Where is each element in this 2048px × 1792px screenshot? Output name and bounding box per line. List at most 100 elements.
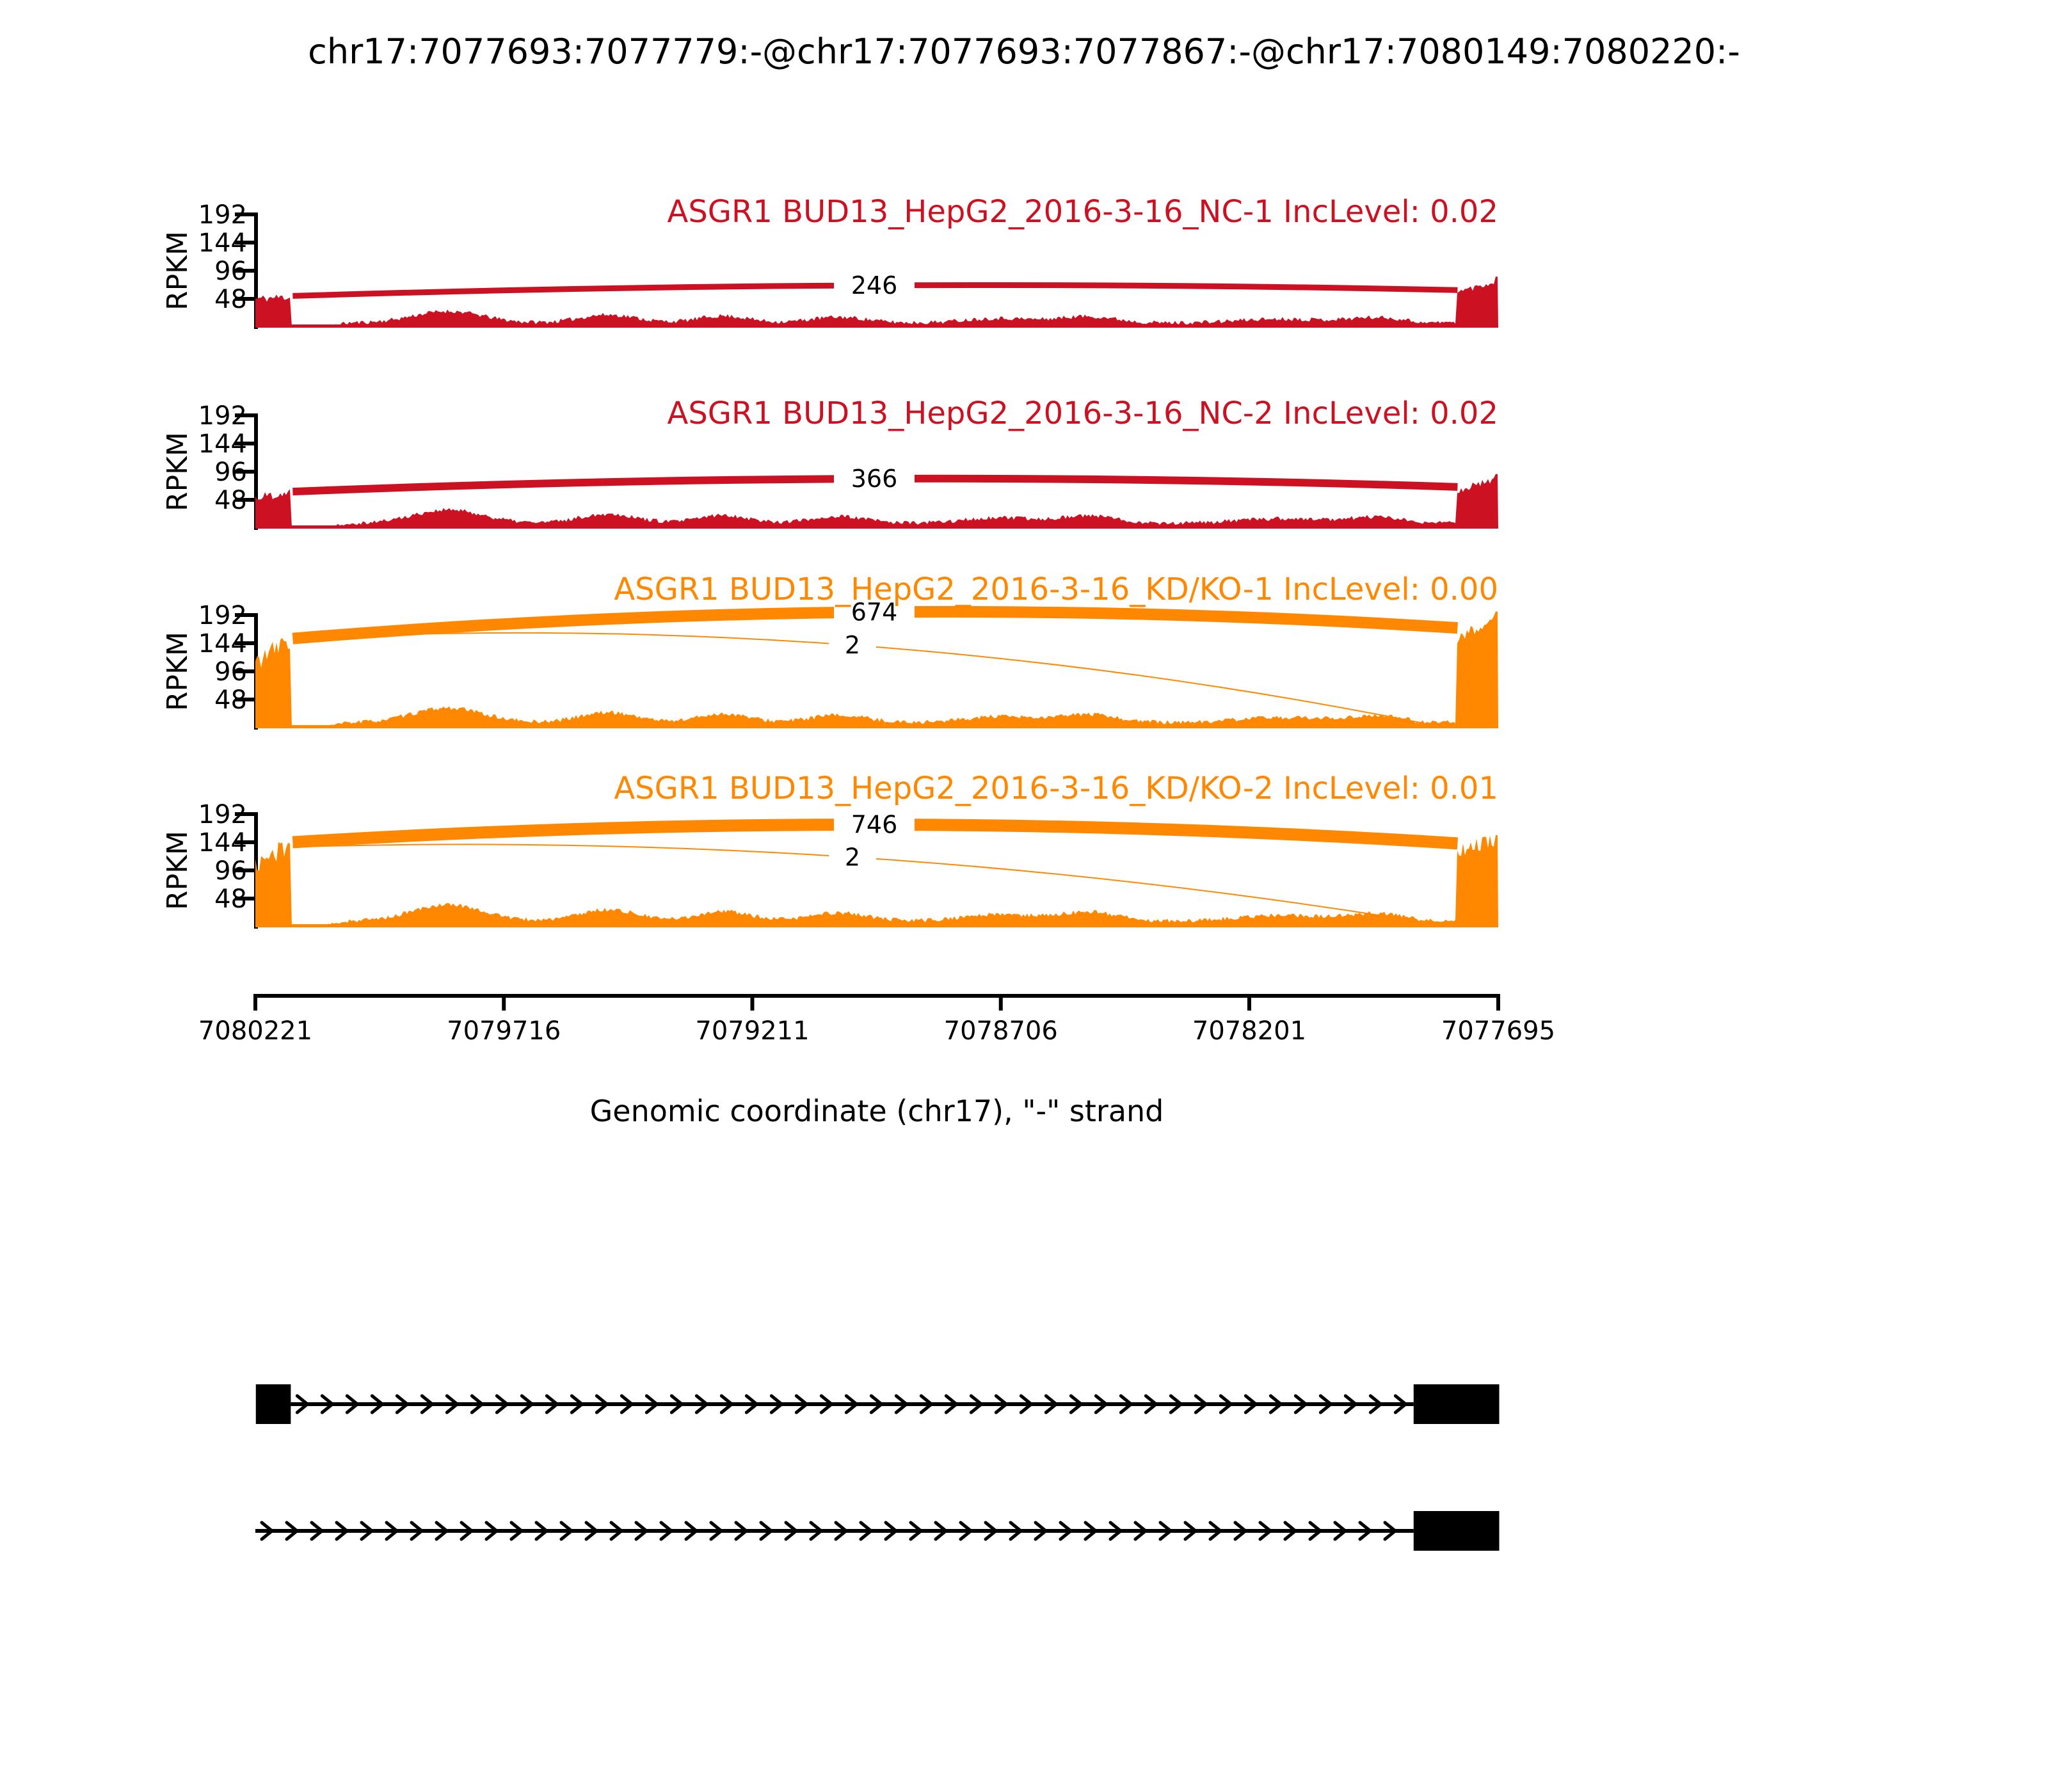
intron-arrow-icon [744, 1394, 760, 1414]
junction-count-label: 366 [851, 465, 898, 493]
track-title: ASGR1 BUD13_HepG2_2016-3-16_KD/KO-1 IncL… [614, 572, 1498, 607]
intron-arrow-icon [919, 1394, 934, 1414]
y-axis-tick [235, 241, 255, 244]
intron-arrow-icon [794, 1394, 810, 1414]
intron-arrow-icon [1383, 1521, 1398, 1541]
intron-arrow-icon [1393, 1394, 1409, 1414]
intron-arrow-icon [509, 1521, 524, 1541]
y-axis-tick [235, 442, 255, 445]
intron-arrow-icon [644, 1394, 660, 1414]
intron-arrow-icon [545, 1394, 560, 1414]
coverage-area [255, 611, 1498, 728]
intron-arrow-icon [1233, 1521, 1248, 1541]
y-axis-tick [235, 812, 255, 816]
x-axis-tick [1496, 998, 1500, 1011]
intron-arrow-icon [1158, 1521, 1173, 1541]
coverage-area [255, 474, 1498, 528]
intron-arrow-icon [335, 1521, 349, 1541]
intron-arrow-icon [1133, 1521, 1148, 1541]
y-axis-tick [235, 613, 255, 617]
transcript-row-1 [255, 1384, 1500, 1424]
x-axis-tick [253, 998, 257, 1011]
intron-arrow-icon [1283, 1521, 1298, 1541]
intron-arrow-icon [759, 1521, 774, 1541]
intron-arrow-icon [1084, 1521, 1098, 1541]
y-axis-tick-label: 144 [198, 228, 247, 258]
intron-arrow-icon [1358, 1521, 1373, 1541]
x-axis-tick-label: 7077695 [1441, 1016, 1555, 1046]
intron-arrow-icon [460, 1521, 474, 1541]
intron-arrow-icon [634, 1521, 649, 1541]
rpkm-axis-label: RPKM [161, 632, 194, 711]
y-axis-tick-label: 96 [214, 657, 247, 687]
intron-arrow-icon [395, 1394, 410, 1414]
junction-label-gap [834, 465, 915, 493]
y-axis-tick-label: 144 [198, 429, 247, 459]
y-axis-tick-label: 96 [214, 856, 247, 886]
junction-label-gap [829, 631, 876, 660]
intron-arrow-icon [1094, 1394, 1109, 1414]
figure-title: chr17:7077693:7077779:-@chr17:7077693:70… [308, 31, 1740, 72]
intron-arrow-icon [1183, 1521, 1198, 1541]
intron-arrow-icon [984, 1521, 998, 1541]
intron-arrow-icon [669, 1394, 685, 1414]
intron-arrow-icon [869, 1394, 884, 1414]
track-title: ASGR1 BUD13_HepG2_2016-3-16_NC-2 IncLeve… [667, 396, 1498, 431]
intron-arrow-icon [1244, 1394, 1259, 1414]
intron-arrow-icon [1293, 1394, 1309, 1414]
y-axis-tick-label: 192 [198, 800, 247, 829]
track-title: ASGR1 BUD13_HepG2_2016-3-16_KD/KO-2 IncL… [614, 771, 1498, 806]
intron-line [291, 1402, 1414, 1406]
intron-line [255, 1529, 1414, 1533]
intron-arrow-icon [370, 1394, 385, 1414]
intron-arrow-icon [694, 1394, 710, 1414]
y-axis-tick [235, 868, 255, 872]
intron-arrow-icon [819, 1394, 835, 1414]
x-axis-tick-label: 7078706 [944, 1016, 1058, 1046]
track-title: ASGR1 BUD13_HepG2_2016-3-16_NC-1 IncLeve… [667, 194, 1498, 230]
intron-arrow-icon [584, 1521, 599, 1541]
coverage-area [255, 835, 1498, 927]
exon-box [1413, 1511, 1500, 1551]
intron-arrow-icon [285, 1521, 300, 1541]
intron-arrow-icon [520, 1394, 535, 1414]
y-axis-tick [235, 297, 255, 301]
intron-arrow-icon [260, 1521, 275, 1541]
intron-arrow-icon [1308, 1521, 1323, 1541]
intron-arrow-icon [320, 1394, 335, 1414]
intron-arrow-icon [1019, 1394, 1034, 1414]
y-axis-tick-label: 96 [214, 257, 247, 286]
intron-arrow-icon [1208, 1521, 1223, 1541]
x-axis-tick [1247, 998, 1251, 1011]
y-axis-tick [235, 498, 255, 502]
transcript-annotation [255, 1384, 1500, 1551]
intron-arrow-icon [360, 1521, 374, 1541]
intron-arrow-icon [1144, 1394, 1159, 1414]
coverage-baseline [255, 924, 1498, 927]
intron-arrow-icon [944, 1394, 959, 1414]
intron-arrow-icon [1343, 1394, 1359, 1414]
coverage-baseline [255, 525, 1498, 529]
intron-arrow-icon [534, 1521, 549, 1541]
rpkm-axis-label: RPKM [161, 231, 194, 310]
intron-arrow-icon [769, 1394, 785, 1414]
intron-arrow-icon [1009, 1521, 1023, 1541]
intron-arrow-icon [1169, 1394, 1184, 1414]
intron-arrow-icon [719, 1394, 735, 1414]
intron-arrow-icon [834, 1521, 849, 1541]
intron-arrow-icon [909, 1521, 924, 1541]
intron-arrow-icon [1119, 1394, 1134, 1414]
intron-arrow-icon [684, 1521, 699, 1541]
x-axis-tick [998, 998, 1003, 1011]
intron-arrow-icon [310, 1521, 324, 1541]
intron-arrow-icon [659, 1521, 674, 1541]
intron-arrow-icon [884, 1521, 899, 1541]
y-axis-tick-label: 48 [214, 285, 247, 314]
intron-arrow-icon [734, 1521, 749, 1541]
y-axis-tick [235, 840, 255, 844]
coverage-baseline [255, 725, 1498, 728]
y-axis-tick-label: 192 [198, 200, 247, 230]
x-axis-tick [750, 998, 755, 1011]
